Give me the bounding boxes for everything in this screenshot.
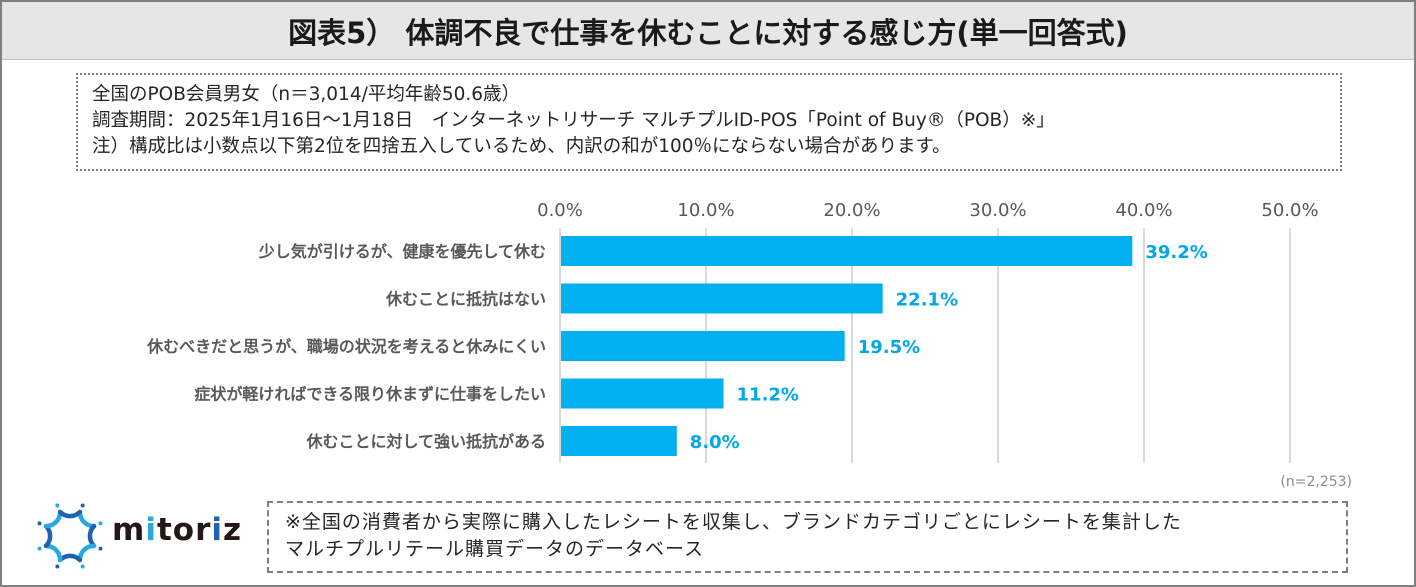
value-label: 39.2% (1145, 242, 1207, 263)
logo-arc (43, 509, 63, 529)
logo-arc (77, 543, 97, 563)
category-label: 休むことに抵抗はない (385, 290, 546, 309)
logo-arc (43, 543, 63, 563)
logo-dot (55, 564, 60, 569)
logo-dot (37, 546, 42, 551)
sample-size-note: (n=2,253) (1280, 474, 1352, 490)
logo-letter: i (145, 512, 157, 548)
pob-definition-box: ※全国の消費者から実際に購入したレシートを収集し、ブランドカテゴリごとにレシート… (267, 501, 1348, 573)
figure-title: 図表5） 体調不良で仕事を休むことに対する感じ方(単一回答式) (288, 15, 1128, 50)
value-label: 19.5% (858, 337, 920, 358)
bars (561, 236, 1133, 456)
x-tick-label: 0.0% (537, 200, 583, 221)
bar (561, 283, 883, 314)
logo-dot (98, 521, 103, 526)
logo-letter: m (112, 512, 146, 548)
category-label: 休むべきだと思うが、職場の状況を考えると休みにくい (146, 337, 546, 356)
x-tick-label: 40.0% (1115, 200, 1172, 221)
gridlines (559, 228, 1291, 463)
logo-arc (57, 509, 83, 519)
x-tick-label: 30.0% (969, 200, 1026, 221)
logo-arc (43, 523, 53, 549)
mitoriz-logo: mitoriz (34, 500, 254, 572)
logo-arc (77, 509, 97, 529)
logo-arc (87, 523, 97, 549)
survey-period-line: 調査期間：2025年1月16日～1月18日 インターネットリサーチ マルチプルI… (92, 110, 1055, 131)
value-labels: 39.2% 22.1% 19.5% 11.2% 8.0% (690, 242, 1208, 453)
logo-arc (57, 553, 83, 563)
logo-dot (80, 564, 85, 569)
logo-dot (37, 521, 42, 526)
bar (561, 331, 845, 361)
logo-wordmark: mitoriz (112, 512, 242, 548)
category-labels: 少し気が引けるが、健康を優先して休む休むことに抵抗はない休むべきだと思うが、職場… (146, 242, 546, 451)
value-label: 8.0% (690, 432, 740, 453)
rounding-note-line: 注）構成比は小数点以下第2位を四捨五入しているため、内訳の和が100％にならない… (92, 136, 951, 157)
x-tick-label: 20.0% (823, 200, 880, 221)
survey-sample-line: 全国のPOB会員男女（n＝3,014/平均年齢50.6歳） (92, 84, 521, 105)
value-label: 22.1% (896, 290, 958, 311)
survey-info-box: 全国のPOB会員男女（n＝3,014/平均年齢50.6歳） 調査期間：2025年… (76, 73, 1342, 171)
x-tick-label: 50.0% (1261, 200, 1318, 221)
category-label: 症状が軽ければできる限り休まずに仕事をしたい (194, 385, 546, 404)
logo-dot (55, 503, 60, 508)
mitoriz-logo-mark-icon (37, 503, 103, 569)
logo-dot (98, 546, 103, 551)
value-label: 11.2% (737, 385, 799, 406)
bar (561, 426, 677, 456)
pob-definition-line-2: マルチプルリテール購買データのデータベース (285, 538, 705, 560)
category-label: 少し気が引けるが、健康を優先して休む (258, 242, 546, 261)
logo-dot (80, 503, 85, 508)
category-label: 休むことに対して強い抵抗がある (305, 432, 546, 451)
logo-letter: tor (156, 512, 212, 548)
x-axis-tick-labels: 0.0% 10.0% 20.0% 30.0% 40.0% 50.0% (537, 200, 1318, 221)
bar (561, 236, 1133, 266)
title-bar: 図表5） 体調不良で仕事を休むことに対する感じ方(単一回答式) (2, 2, 1414, 60)
logo-letter: i (211, 512, 223, 548)
pob-definition-line-1: ※全国の消費者から実際に購入したレシートを収集し、ブランドカテゴリごとにレシート… (285, 511, 1182, 533)
bar (561, 378, 724, 409)
logo-letter: z (223, 512, 243, 548)
x-tick-label: 10.0% (677, 200, 734, 221)
